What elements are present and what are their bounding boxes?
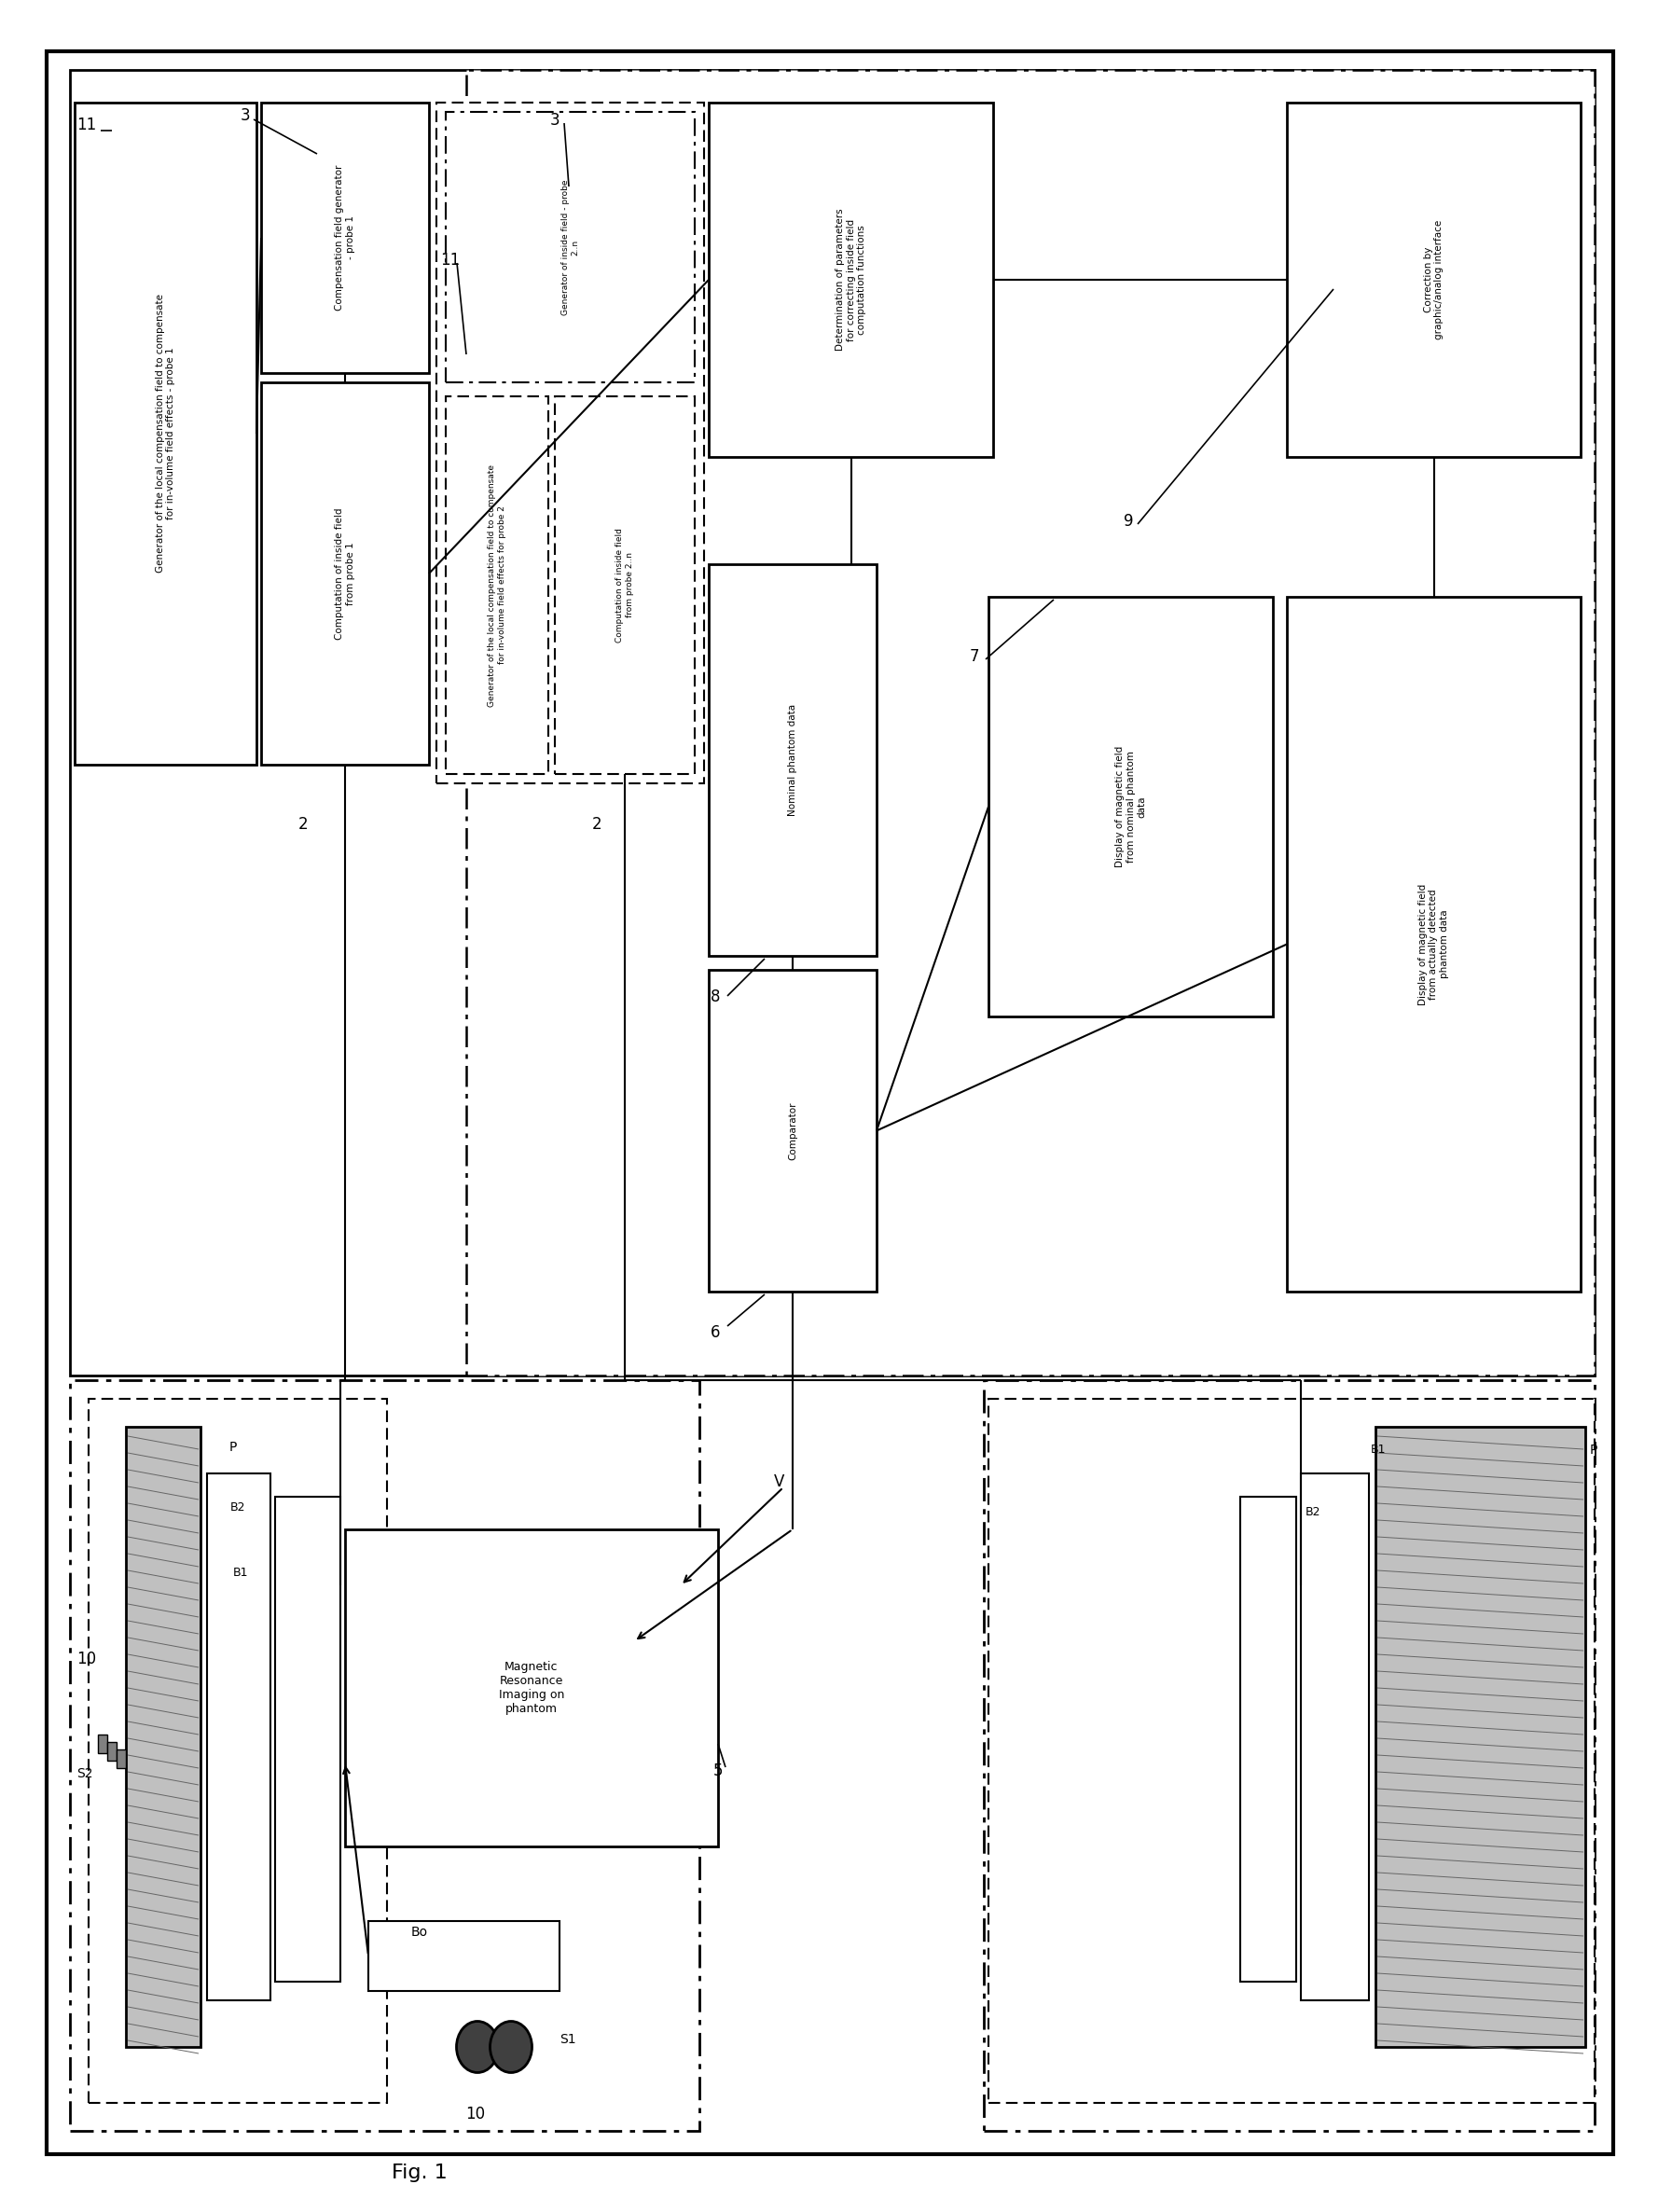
Bar: [70, 1380, 700, 2130]
Text: Nominal phantom data: Nominal phantom data: [788, 703, 797, 816]
Bar: [116, 1750, 126, 1767]
Bar: [108, 1743, 116, 1761]
Bar: [1287, 102, 1580, 458]
Bar: [436, 102, 705, 783]
Bar: [88, 1398, 386, 2104]
Text: 10: 10: [76, 1650, 96, 1668]
Ellipse shape: [456, 2022, 499, 2073]
Bar: [446, 113, 695, 383]
Text: 11: 11: [439, 252, 459, 268]
Text: Determination of parameters
for correcting inside field
computation functions: Determination of parameters for correcti…: [836, 208, 867, 352]
Bar: [260, 383, 429, 765]
Text: 3: 3: [550, 113, 560, 128]
Bar: [275, 1498, 340, 1982]
Bar: [345, 1528, 718, 1847]
Text: Generator of the local compensation field to compensate
for in-volume field effe: Generator of the local compensation fiel…: [156, 294, 176, 573]
Text: 5: 5: [713, 1763, 723, 1778]
Text: 6: 6: [711, 1325, 720, 1340]
Bar: [983, 1380, 1595, 2130]
Text: Display of magnetic field
from actually detected
phantom data: Display of magnetic field from actually …: [1418, 883, 1449, 1004]
Bar: [708, 102, 993, 458]
Text: B1: B1: [232, 1566, 249, 1579]
Bar: [1302, 1473, 1370, 2000]
Text: V: V: [774, 1473, 784, 1491]
Text: Fig. 1: Fig. 1: [391, 2163, 448, 2183]
Text: 9: 9: [1124, 513, 1134, 529]
Bar: [708, 564, 877, 956]
Text: B2: B2: [1305, 1506, 1321, 1517]
Bar: [70, 71, 1595, 1376]
Bar: [207, 1473, 270, 2000]
Text: 2: 2: [592, 816, 602, 832]
Text: P: P: [229, 1440, 237, 1453]
Text: 8: 8: [711, 989, 720, 1004]
Text: S2: S2: [76, 1767, 93, 1781]
Text: Correction by
graphic/analog interface: Correction by graphic/analog interface: [1424, 219, 1444, 341]
Bar: [98, 1734, 108, 1754]
Ellipse shape: [491, 2022, 532, 2073]
Text: Compensation field generator
- probe 1: Compensation field generator - probe 1: [335, 166, 355, 310]
Text: Bo: Bo: [411, 1927, 428, 1938]
Text: B2: B2: [230, 1502, 245, 1513]
Text: 10: 10: [466, 2106, 486, 2124]
Text: 2: 2: [298, 816, 308, 832]
Bar: [1287, 597, 1580, 1292]
Text: Generator of inside field - probe
2..n: Generator of inside field - probe 2..n: [560, 179, 579, 314]
Bar: [988, 1398, 1595, 2104]
Bar: [1240, 1498, 1297, 1982]
Text: Comparator: Comparator: [788, 1102, 797, 1159]
Text: Display of magnetic field
from nominal phantom
data: Display of magnetic field from nominal p…: [1116, 745, 1146, 867]
Bar: [555, 396, 695, 774]
Text: 11: 11: [76, 117, 96, 133]
Bar: [466, 71, 1595, 1376]
Bar: [260, 102, 429, 374]
Bar: [126, 1427, 201, 2046]
Bar: [708, 969, 877, 1292]
Bar: [446, 396, 549, 774]
Text: 7: 7: [970, 648, 980, 666]
Text: S1: S1: [559, 2033, 575, 2046]
Text: Computation of inside field
from probe 2..n: Computation of inside field from probe 2…: [615, 529, 633, 641]
Text: P: P: [1590, 1444, 1598, 1458]
Text: Generator of the local compensation field to compensate
for in-volume field effe: Generator of the local compensation fiel…: [487, 465, 506, 706]
Bar: [368, 1920, 559, 1991]
Bar: [1376, 1427, 1585, 2046]
Text: Magnetic
Resonance
Imaging on
phantom: Magnetic Resonance Imaging on phantom: [499, 1661, 564, 1714]
Bar: [988, 597, 1273, 1018]
Text: B1: B1: [1371, 1444, 1386, 1455]
Bar: [75, 102, 257, 765]
Text: Computation of inside field
from probe 1: Computation of inside field from probe 1: [335, 507, 355, 639]
Text: 3: 3: [240, 106, 250, 124]
